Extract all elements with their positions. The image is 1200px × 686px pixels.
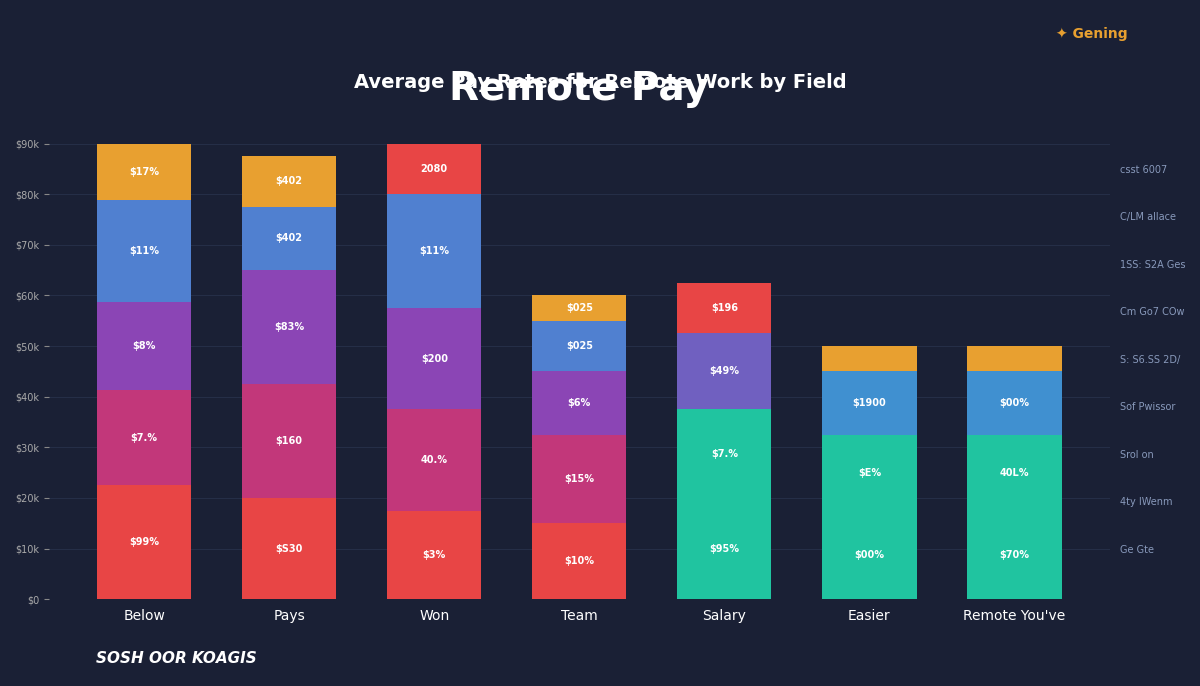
Bar (242, 384, 336, 498)
Bar (388, 410, 481, 510)
Bar (97, 143, 191, 200)
Text: $402: $402 (276, 233, 302, 244)
Text: $17%: $17% (130, 167, 160, 177)
Text: $8%: $8% (132, 341, 156, 351)
Text: $15%: $15% (564, 474, 594, 484)
Title: Remote Pay: Remote Pay (450, 70, 709, 108)
Text: $025: $025 (566, 341, 593, 351)
Bar (532, 523, 626, 600)
Text: $1900: $1900 (852, 398, 887, 408)
Text: $95%: $95% (709, 543, 739, 554)
Bar (677, 283, 772, 333)
Bar (967, 346, 1062, 371)
Text: $49%: $49% (709, 366, 739, 377)
Bar (242, 270, 336, 384)
Text: $99%: $99% (130, 537, 160, 547)
Bar (97, 485, 191, 600)
Text: 40L%: 40L% (1000, 468, 1030, 477)
Bar (242, 498, 336, 600)
Text: $025: $025 (566, 303, 593, 313)
Bar (242, 156, 336, 206)
Bar (388, 143, 481, 194)
Text: $160: $160 (276, 436, 302, 446)
Bar (532, 371, 626, 435)
Bar (822, 346, 917, 371)
Text: $196: $196 (710, 303, 738, 313)
Text: $00%: $00% (854, 550, 884, 560)
Text: $11%: $11% (130, 246, 160, 256)
Bar (677, 498, 772, 600)
Bar (388, 510, 481, 600)
Text: $S30: $S30 (276, 543, 302, 554)
Text: 40.%: 40.% (421, 455, 448, 465)
Text: $200: $200 (421, 354, 448, 364)
Text: ✦ Gening: ✦ Gening (1056, 27, 1128, 41)
Bar (97, 200, 191, 302)
Text: $7.%: $7.% (131, 433, 157, 443)
Text: $83%: $83% (274, 322, 305, 332)
Bar (97, 302, 191, 390)
Text: Average Pay Rates for Remote Work by Field: Average Pay Rates for Remote Work by Fie… (354, 73, 846, 92)
Bar (822, 435, 917, 510)
Text: $10%: $10% (564, 556, 594, 566)
Text: $7.%: $7.% (710, 449, 738, 459)
Bar (967, 435, 1062, 510)
Bar (532, 321, 626, 371)
Bar (388, 308, 481, 410)
Text: $70%: $70% (1000, 550, 1030, 560)
Text: SOSH OOR KOAGIS: SOSH OOR KOAGIS (96, 651, 257, 666)
Text: $E%: $E% (858, 468, 881, 477)
Bar (532, 435, 626, 523)
Text: $6%: $6% (568, 398, 590, 408)
Bar (388, 194, 481, 308)
Bar (822, 510, 917, 600)
Bar (822, 371, 917, 435)
Text: 2080: 2080 (421, 164, 448, 174)
Bar (677, 333, 772, 410)
Bar (532, 296, 626, 321)
Text: $00%: $00% (1000, 398, 1030, 408)
Bar (97, 390, 191, 485)
Bar (967, 371, 1062, 435)
Bar (677, 410, 772, 498)
Text: $11%: $11% (419, 246, 449, 256)
Text: $402: $402 (276, 176, 302, 187)
Bar (967, 510, 1062, 600)
Text: $3%: $3% (422, 550, 446, 560)
Bar (242, 206, 336, 270)
